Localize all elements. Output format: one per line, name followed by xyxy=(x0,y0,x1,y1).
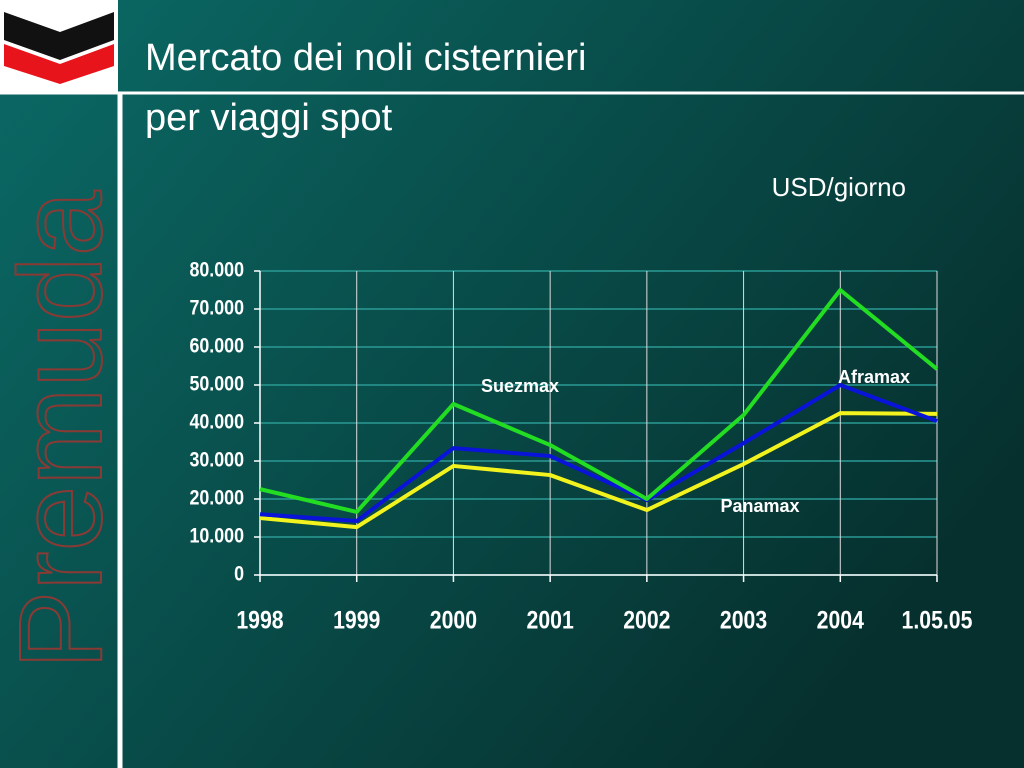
y-tick-label: 0 xyxy=(234,562,244,586)
x-tick-label: 2000 xyxy=(430,606,477,634)
y-tick-label: 80.000 xyxy=(189,258,244,282)
y-tick-label: 20.000 xyxy=(189,486,244,510)
x-tick-label: 1998 xyxy=(236,606,283,634)
x-tick-label: 2004 xyxy=(817,606,864,634)
x-tick-label: 2001 xyxy=(527,606,574,634)
logo-stripe-black xyxy=(4,12,114,60)
y-tick-label: 10.000 xyxy=(189,524,244,548)
y-tick-label: 40.000 xyxy=(189,410,244,434)
series-label: Aframax xyxy=(838,367,910,387)
series-line xyxy=(259,288,939,514)
series-line xyxy=(259,383,938,524)
x-tick-label: 1.05.05 xyxy=(902,606,973,634)
watermark: Premuda xyxy=(0,190,127,669)
y-tick-label: 30.000 xyxy=(189,448,244,472)
x-tick-label: 1999 xyxy=(333,606,380,634)
x-tick-label: 2003 xyxy=(720,606,767,634)
y-tick-label: 70.000 xyxy=(189,296,244,320)
x-tick-label: 2002 xyxy=(623,606,670,634)
series-label: Suezmax xyxy=(481,376,559,396)
series-line xyxy=(259,411,938,530)
series-label: Panamax xyxy=(720,496,799,516)
logo-stripe-red xyxy=(4,44,114,84)
y-tick-label: 50.000 xyxy=(189,372,244,396)
unit-label: USD/giorno xyxy=(772,172,906,202)
title-line: per viaggi spot xyxy=(145,97,393,139)
y-tick-label: 60.000 xyxy=(189,334,244,358)
title-line: Mercato dei noli cisternieri xyxy=(145,37,586,79)
